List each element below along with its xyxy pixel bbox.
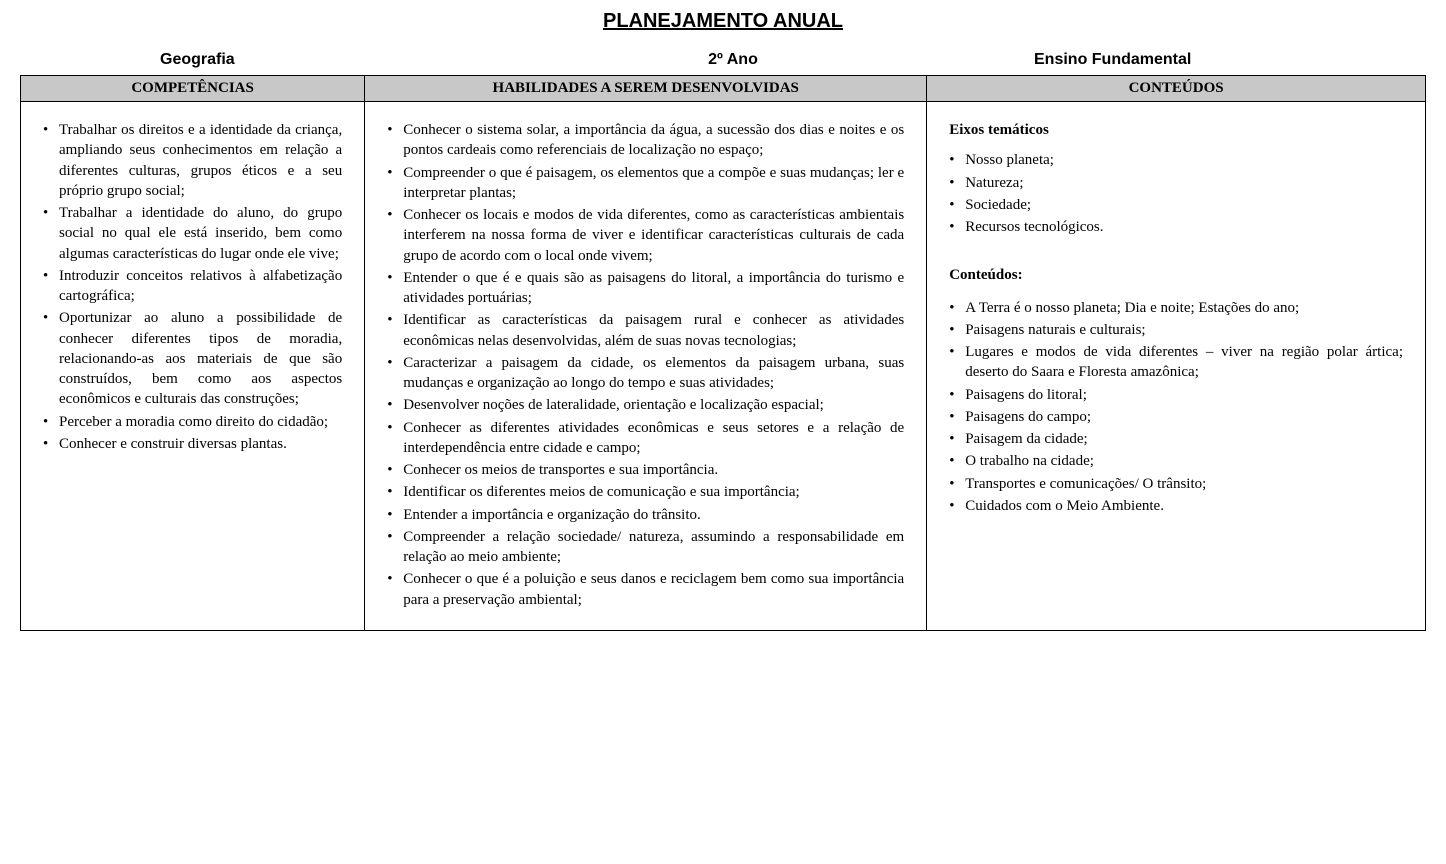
list-item: Identificar as características da paisag… — [387, 310, 904, 351]
list-item: Paisagem da cidade; — [949, 429, 1403, 449]
list-item: Transportes e comunicações/ O trânsito; — [949, 474, 1403, 494]
list-item: Trabalhar os direitos e a identidade da … — [43, 120, 342, 201]
list-item: Conhecer os locais e modos de vida difer… — [387, 205, 904, 266]
page-title: PLANEJAMENTO ANUAL — [20, 10, 1426, 33]
grade-label: 2º Ano — [542, 51, 924, 69]
competencias-list: Trabalhar os direitos e a identidade da … — [43, 120, 342, 454]
list-item: A Terra é o nosso planeta; Dia e noite; … — [949, 298, 1403, 318]
list-item: Cuidados com o Meio Ambiente. — [949, 496, 1403, 516]
list-item: Recursos tecnológicos. — [949, 217, 1403, 237]
col-header-habilidades: HABILIDADES A SEREM DESENVOLVIDAS — [365, 76, 927, 102]
list-item: Paisagens do litoral; — [949, 385, 1403, 405]
list-item: Conhecer o que é a poluição e seus danos… — [387, 569, 904, 610]
cell-competencias: Trabalhar os direitos e a identidade da … — [21, 102, 365, 631]
list-item: Compreender o que é paisagem, os element… — [387, 163, 904, 204]
list-item: Paisagens naturais e culturais; — [949, 320, 1403, 340]
conteudos-items-list: A Terra é o nosso planeta; Dia e noite; … — [949, 298, 1403, 517]
subject-label: Geografia — [30, 51, 542, 69]
list-item: Entender o que é e quais são as paisagen… — [387, 268, 904, 309]
list-item: Perceber a moradia como direito do cidad… — [43, 412, 342, 432]
level-label: Ensino Fundamental — [924, 51, 1416, 69]
eixos-list: Nosso planeta; Natureza; Sociedade; Recu… — [949, 150, 1403, 237]
list-item: Caracterizar a paisagem da cidade, os el… — [387, 353, 904, 394]
col-header-competencias: COMPETÊNCIAS — [21, 76, 365, 102]
cell-conteudos: Eixos temáticos Nosso planeta; Natureza;… — [927, 102, 1426, 631]
table-header-row: COMPETÊNCIAS HABILIDADES A SEREM DESENVO… — [21, 76, 1426, 102]
eixos-title: Eixos temáticos — [949, 120, 1403, 140]
list-item: Sociedade; — [949, 195, 1403, 215]
subheader-row: Geografia 2º Ano Ensino Fundamental — [20, 51, 1426, 69]
list-item: Conhecer o sistema solar, a importância … — [387, 120, 904, 161]
list-item: Paisagens do campo; — [949, 407, 1403, 427]
list-item: Entender a importância e organização do … — [387, 505, 904, 525]
list-item: Trabalhar a identidade do aluno, do grup… — [43, 203, 342, 264]
list-item: Lugares e modos de vida diferentes – viv… — [949, 342, 1403, 383]
col-header-conteudos: CONTEÚDOS — [927, 76, 1426, 102]
list-item: Identificar os diferentes meios de comun… — [387, 482, 904, 502]
list-item: Conhecer os meios de transportes e sua i… — [387, 460, 904, 480]
list-item: Conhecer as diferentes atividades econôm… — [387, 418, 904, 459]
list-item: Introduzir conceitos relativos à alfabet… — [43, 266, 342, 307]
list-item: Conhecer e construir diversas plantas. — [43, 434, 342, 454]
planning-table: COMPETÊNCIAS HABILIDADES A SEREM DESENVO… — [20, 75, 1426, 631]
conteudos-title: Conteúdos: — [949, 265, 1403, 285]
list-item: O trabalho na cidade; — [949, 451, 1403, 471]
list-item: Natureza; — [949, 173, 1403, 193]
cell-habilidades: Conhecer o sistema solar, a importância … — [365, 102, 927, 631]
list-item: Oportunizar ao aluno a possibilidade de … — [43, 308, 342, 409]
list-item: Nosso planeta; — [949, 150, 1403, 170]
habilidades-list: Conhecer o sistema solar, a importância … — [387, 120, 904, 610]
table-row: Trabalhar os direitos e a identidade da … — [21, 102, 1426, 631]
list-item: Desenvolver noções de lateralidade, orie… — [387, 395, 904, 415]
list-item: Compreender a relação sociedade/ naturez… — [387, 527, 904, 568]
